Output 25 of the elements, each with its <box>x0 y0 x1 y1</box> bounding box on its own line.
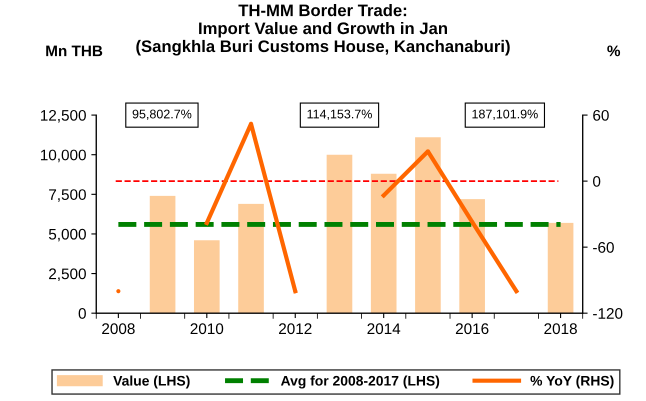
annotation: 187,101.9% <box>472 110 538 120</box>
legend-label: % YoY (RHS) <box>530 375 614 388</box>
x-tick-label: 2010 <box>190 323 224 334</box>
y2-tick-label: -60 <box>593 242 614 253</box>
annotation: 95,802.7% <box>132 110 192 120</box>
y2-tick-label: 0 <box>593 176 600 187</box>
x-tick-label: 2016 <box>456 323 488 334</box>
y-tick-label: 0 <box>78 308 86 319</box>
x-tick-label: 2018 <box>544 323 577 334</box>
x-tick-label: 2012 <box>279 323 312 334</box>
legend-label: Value (LHS) <box>113 375 190 388</box>
y-axis-title: Mn THB <box>46 46 102 56</box>
legend-label: Avg for 2008-2017 (LHS) <box>280 375 440 388</box>
chart-title: TH-MM Border Trade: Import Value and Growth in Jan (Sangkhla Buri Customs House, Kanchanaburi) <box>136 4 510 56</box>
y2-tick-label: 60 <box>593 110 609 121</box>
x-tick-label: 2014 <box>367 323 400 334</box>
x-tick-label: 2008 <box>102 323 135 334</box>
annotation: 114,153.7% <box>308 110 372 120</box>
y-tick-label: 7,500 <box>49 189 86 202</box>
y-tick-label: 2,500 <box>49 268 86 282</box>
y-tick-label: 12,500 <box>40 110 86 123</box>
y-tick-label: 5,000 <box>48 228 86 242</box>
y2-axis-title: % <box>607 46 620 56</box>
y2-tick-label: -120 <box>593 308 622 319</box>
y-tick-label: 10,000 <box>40 150 86 162</box>
